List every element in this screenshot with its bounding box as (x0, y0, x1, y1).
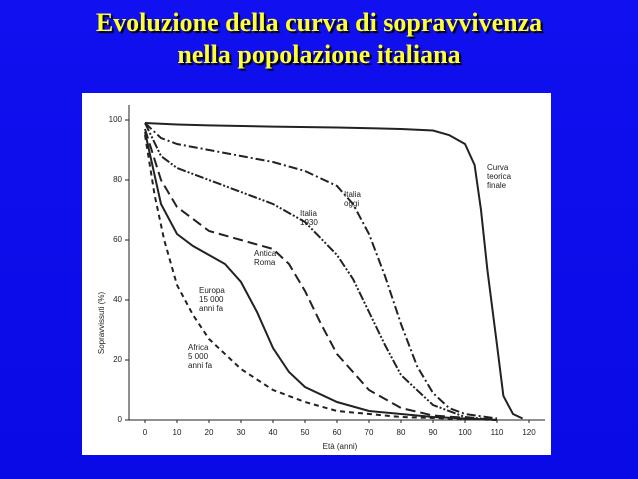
chart: Sopravvissuti (%) Età (anni) 0 20 40 60 80 10… (97, 105, 545, 451)
x-tick-label: 0 (143, 428, 148, 437)
slide-title: nella popolazione italiana (177, 40, 461, 69)
x-tick-label: 100 (458, 428, 472, 437)
x-tick-label: 60 (333, 428, 342, 437)
curve-label: Curva teorica finale (487, 163, 512, 190)
y-tick-label: 100 (109, 115, 123, 124)
y-tick-label: 60 (113, 235, 122, 244)
survival-curve (144, 122, 498, 420)
curve-label: Africa 5 000 anni fa (188, 343, 213, 370)
x-tick-label: 70 (365, 428, 374, 437)
x-tick-label: 110 (491, 428, 504, 437)
y-tick-label: 80 (113, 175, 122, 184)
y-tick-label: 0 (118, 415, 123, 424)
x-tick-label: 40 (269, 428, 278, 437)
x-tick-label: 10 (173, 428, 182, 437)
y-tick-label: 40 (113, 295, 122, 304)
x-tick-label: 120 (522, 428, 536, 437)
survival-curve (144, 131, 498, 421)
y-axis-label: Sopravvissuti (%) (97, 292, 106, 355)
x-tick-label: 50 (301, 428, 310, 437)
x-axis-label: Età (anni) (323, 442, 358, 451)
y-tick-label: 20 (113, 355, 122, 364)
curve-label: Italia 1930 (300, 209, 318, 227)
chart-panel: Sopravvissuti (%) Età (anni) 0 20 40 60 80 10… (82, 93, 551, 455)
x-tick-label: 80 (397, 428, 406, 437)
survival-curve (144, 122, 524, 420)
curve-label: Europa 15 000 anni fa (199, 286, 225, 313)
survival-curve (144, 122, 498, 421)
curve-label: Italia oggi (344, 190, 361, 208)
curve-label: Antica Roma (254, 249, 277, 267)
survival-curve (144, 134, 498, 421)
slide-title: Evoluzione della curva di sopravvivenza (95, 8, 543, 37)
x-tick-label: 20 (205, 428, 214, 437)
x-tick-label: 30 (237, 428, 246, 437)
x-tick-label: 90 (429, 428, 438, 437)
survival-curve (144, 128, 498, 421)
